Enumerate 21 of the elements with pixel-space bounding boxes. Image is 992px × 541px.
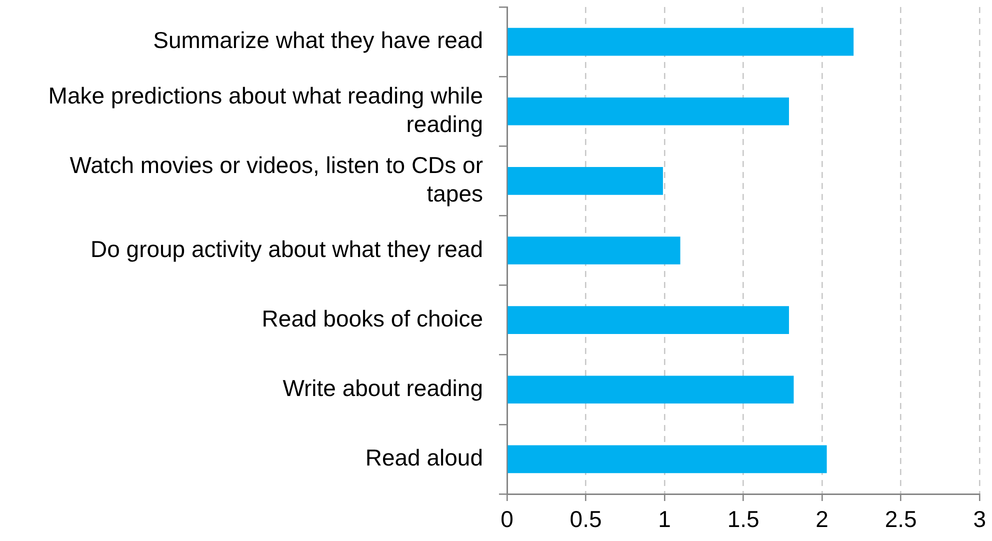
x-tick-label: 3 bbox=[973, 506, 986, 532]
y-tick-label: Write about reading bbox=[282, 374, 483, 401]
y-tick-label: Read aloud bbox=[365, 444, 483, 471]
x-tick-label: 0 bbox=[500, 506, 514, 532]
bar bbox=[508, 28, 854, 56]
bar bbox=[508, 376, 794, 404]
x-tick-label: 1 bbox=[658, 506, 671, 532]
x-tick-label: 0.5 bbox=[570, 506, 602, 532]
x-tick-label: 2.5 bbox=[884, 506, 917, 532]
y-tick-label: Watch movies or videos, listen to CDs or tapes bbox=[70, 152, 484, 207]
bar bbox=[508, 306, 789, 334]
bar bbox=[508, 445, 827, 474]
x-tick-label: 1.5 bbox=[727, 506, 760, 532]
bar bbox=[508, 167, 663, 195]
x-tick-label: 2 bbox=[816, 506, 828, 532]
bar bbox=[508, 236, 680, 264]
y-tick-label: Read books of choice bbox=[262, 305, 483, 332]
bar bbox=[508, 97, 789, 126]
y-tick-label: Make predictions about what reading while reading bbox=[48, 82, 483, 138]
y-tick-label: Summarize what they have read bbox=[153, 27, 483, 54]
y-tick-label: Do group activity about what they read bbox=[90, 236, 483, 262]
